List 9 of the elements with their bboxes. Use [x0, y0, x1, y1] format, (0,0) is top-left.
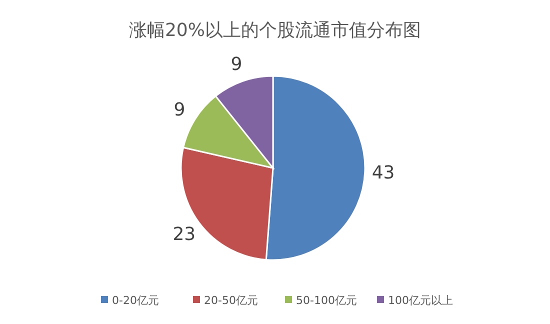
chart-title: 涨幅20%以上的个股流通市值分布图 — [128, 20, 422, 41]
data-label: 23 — [172, 224, 196, 245]
legend-label: 20-50亿元 — [204, 294, 258, 307]
legend-label: 100亿元以上 — [388, 294, 453, 307]
data-label: 43 — [372, 162, 395, 184]
legend-label: 0-20亿元 — [112, 294, 159, 307]
data-label: 9 — [174, 100, 186, 121]
data-label: 9 — [230, 54, 242, 76]
legend-label: 50-100亿元 — [296, 294, 357, 307]
